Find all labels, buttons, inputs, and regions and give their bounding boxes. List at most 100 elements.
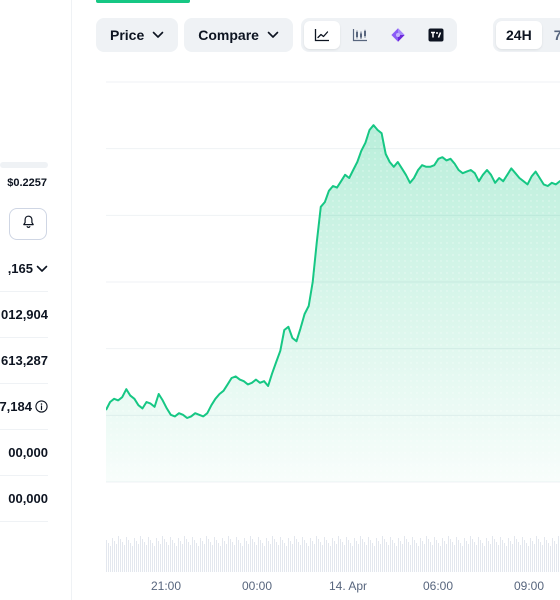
volume-bar bbox=[212, 545, 213, 572]
volume-bar bbox=[264, 546, 265, 572]
stat-value: 012,904 bbox=[1, 307, 48, 322]
x-axis: 21:00 00:00 14. Apr 06:00 09:00 bbox=[151, 579, 544, 593]
volume-bar bbox=[262, 543, 263, 572]
volume-bar bbox=[528, 546, 529, 572]
price-dropdown-label: Price bbox=[110, 27, 145, 43]
volume-bar bbox=[456, 537, 457, 572]
volume-bar bbox=[230, 539, 231, 572]
price-range-high: $0.2257 bbox=[7, 177, 47, 189]
volume-bar bbox=[444, 541, 445, 572]
volume-bar bbox=[424, 544, 425, 572]
volume-bar bbox=[160, 544, 161, 572]
range-24h-button[interactable]: 24H bbox=[496, 21, 542, 49]
volume-bar bbox=[320, 542, 321, 572]
time-range-switcher: 24H 7 bbox=[493, 18, 560, 52]
volume-bar bbox=[524, 540, 525, 572]
volume-bar bbox=[410, 545, 411, 572]
volume-bar bbox=[428, 539, 429, 572]
volume-bar bbox=[422, 541, 423, 572]
tradingview-button[interactable] bbox=[418, 21, 454, 49]
volume-bar bbox=[430, 542, 431, 572]
volume-bar bbox=[296, 539, 297, 572]
info-icon[interactable] bbox=[35, 400, 48, 413]
volume-bar bbox=[448, 536, 449, 572]
volume-bar bbox=[542, 545, 543, 572]
volume-bar bbox=[406, 539, 407, 572]
volume-bar bbox=[214, 537, 215, 572]
volume-bar bbox=[188, 542, 189, 572]
volume-bar bbox=[190, 545, 191, 572]
stat-row: 7,184 bbox=[0, 384, 48, 430]
volume-bar bbox=[420, 538, 421, 572]
volume-bar bbox=[176, 546, 177, 572]
volume-bar bbox=[494, 539, 495, 572]
compare-dropdown[interactable]: Compare bbox=[184, 18, 293, 52]
volume-bar bbox=[520, 545, 521, 572]
volume-bar bbox=[124, 545, 125, 572]
volume-bar bbox=[112, 538, 113, 572]
volume-bar bbox=[280, 537, 281, 572]
stat-row[interactable]: ,165 bbox=[0, 246, 48, 292]
volume-bar bbox=[116, 544, 117, 572]
price-alert-button[interactable] bbox=[9, 208, 47, 240]
volume-bar bbox=[510, 541, 511, 572]
volume-bar bbox=[540, 542, 541, 572]
volume-bar bbox=[376, 538, 377, 572]
active-tab-indicator bbox=[96, 0, 190, 3]
volume-bar bbox=[514, 536, 515, 572]
volume-bar bbox=[512, 544, 513, 572]
volume-bar bbox=[488, 541, 489, 572]
volume-bar bbox=[526, 543, 527, 572]
volume-bar bbox=[408, 542, 409, 572]
volume-bar bbox=[292, 544, 293, 572]
volume-bar bbox=[372, 543, 373, 572]
volume-bar bbox=[138, 544, 139, 572]
volume-bar bbox=[332, 538, 333, 572]
volume-bar bbox=[154, 546, 155, 572]
candlestick-chart-icon bbox=[352, 29, 367, 42]
volume-bar bbox=[220, 546, 221, 572]
volume-bar bbox=[234, 545, 235, 572]
volume-bar bbox=[426, 536, 427, 572]
gem-icon bbox=[391, 28, 405, 42]
volume-bar bbox=[242, 546, 243, 572]
volume-bar bbox=[362, 539, 363, 572]
volume-bar bbox=[322, 545, 323, 572]
volume-bar bbox=[184, 536, 185, 572]
volume-bar bbox=[532, 541, 533, 572]
volume-bar bbox=[394, 543, 395, 572]
range-7d-button[interactable]: 7 bbox=[553, 27, 560, 43]
volume-bar bbox=[364, 542, 365, 572]
volume-bar bbox=[522, 537, 523, 572]
volume-bar bbox=[180, 541, 181, 572]
chevron-down-icon bbox=[267, 31, 279, 38]
volume-bar bbox=[150, 540, 151, 572]
volume-bar bbox=[446, 544, 447, 572]
volume-bar bbox=[348, 540, 349, 572]
x-tick-label: 14. Apr bbox=[329, 579, 367, 593]
volume-bar bbox=[416, 543, 417, 572]
volume-bar bbox=[284, 543, 285, 572]
price-dropdown[interactable]: Price bbox=[96, 18, 179, 52]
volume-bar bbox=[178, 538, 179, 572]
volume-bar bbox=[436, 540, 437, 572]
volume-bar bbox=[132, 546, 133, 572]
line-chart-button[interactable] bbox=[303, 21, 340, 49]
volume-bar bbox=[318, 539, 319, 572]
volume-bar bbox=[472, 539, 473, 572]
volume-bar bbox=[300, 545, 301, 572]
volume-bar bbox=[336, 544, 337, 572]
chart-toolbar: Price Compare bbox=[96, 18, 457, 52]
volume-bar bbox=[338, 536, 339, 572]
volume-bar bbox=[206, 536, 207, 572]
volume-bar bbox=[232, 542, 233, 572]
volume-bar bbox=[398, 538, 399, 572]
gem-view-button[interactable] bbox=[380, 21, 416, 49]
candlestick-chart-button[interactable] bbox=[342, 21, 378, 49]
volume-bar bbox=[306, 543, 307, 572]
stats-panel: $0.2257 ,165 012,904 613,287 7,184 00,00… bbox=[0, 0, 72, 600]
volume-bar bbox=[162, 536, 163, 572]
volume-bar bbox=[268, 541, 269, 572]
volume-bar bbox=[194, 540, 195, 572]
